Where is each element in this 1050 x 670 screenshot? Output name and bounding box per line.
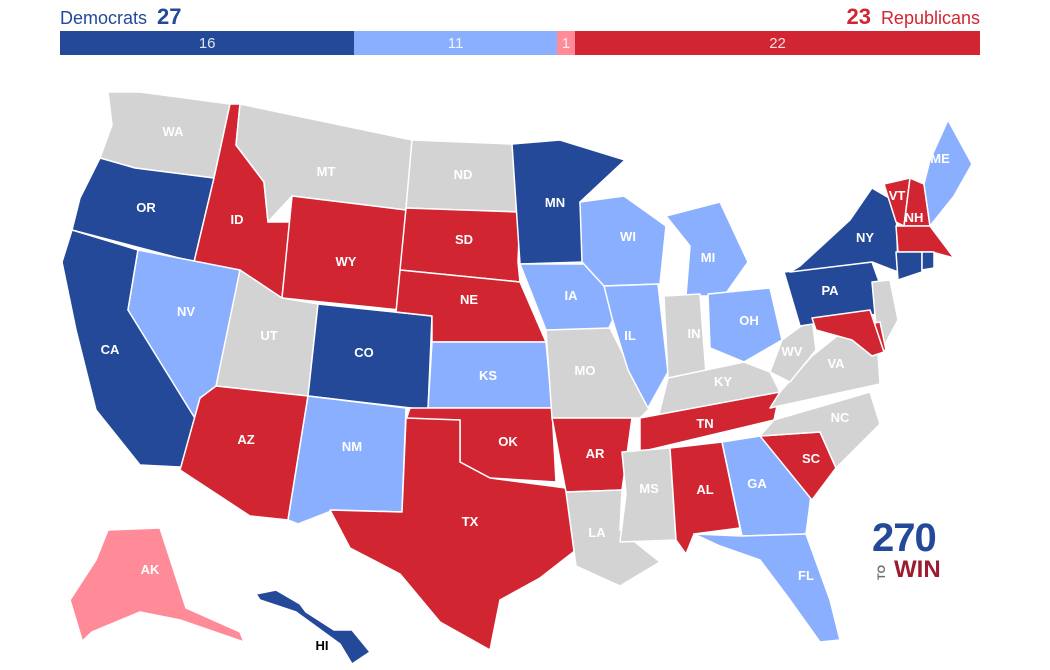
state-label-nd: ND xyxy=(454,167,473,182)
state-label-mt: MT xyxy=(317,164,336,179)
state-label-ks: KS xyxy=(479,368,497,383)
state-label-ak: AK xyxy=(141,562,160,577)
democrats-count: 27 xyxy=(157,4,182,29)
state-ms[interactable] xyxy=(619,447,677,543)
bar-segment-safe_r: 22 xyxy=(575,31,980,55)
state-label-ny: NY xyxy=(856,230,874,245)
seat-totals-header: Democrats 27 23 Republicans xyxy=(60,4,980,30)
state-ky[interactable] xyxy=(657,361,781,419)
state-label-ia: IA xyxy=(565,288,579,303)
state-nm[interactable] xyxy=(287,395,407,525)
state-wy[interactable] xyxy=(281,195,407,311)
state-wv[interactable] xyxy=(769,317,817,383)
state-label-or: OR xyxy=(136,200,156,215)
republicans-count: 23 xyxy=(846,4,871,29)
state-la[interactable] xyxy=(565,489,661,587)
state-ak[interactable] xyxy=(59,527,245,663)
state-label-sc: SC xyxy=(802,451,821,466)
republicans-label: Republicans xyxy=(880,8,980,28)
democrats-total: Democrats 27 xyxy=(60,4,182,30)
state-label-nm: NM xyxy=(342,439,362,454)
state-label-fl: FL xyxy=(798,568,814,583)
state-label-mi: MI xyxy=(701,250,715,265)
state-label-sd: SD xyxy=(455,232,473,247)
state-label-id: ID xyxy=(231,212,244,227)
state-label-il: IL xyxy=(624,328,636,343)
state-mo[interactable] xyxy=(545,327,651,419)
bar-segment-label: 16 xyxy=(198,34,216,52)
state-label-ky: KY xyxy=(714,374,732,389)
state-label-al: AL xyxy=(696,482,713,497)
state-ga[interactable] xyxy=(721,435,813,537)
state-label-in: IN xyxy=(688,326,701,341)
state-label-ut: UT xyxy=(260,328,277,343)
state-label-nh: NH xyxy=(905,210,924,225)
state-label-ga: GA xyxy=(747,476,767,491)
state-label-wv: WV xyxy=(782,344,803,359)
state-label-vt: VT xyxy=(889,188,906,203)
bar-segment-label: 1 xyxy=(561,34,571,52)
state-md[interactable] xyxy=(811,309,885,357)
logo-win: WIN xyxy=(894,556,941,583)
state-label-va: VA xyxy=(827,356,845,371)
state-fl[interactable] xyxy=(693,533,841,643)
state-tx[interactable] xyxy=(329,417,577,651)
republicans-total: 23 Republicans xyxy=(846,4,980,30)
state-label-me: ME xyxy=(930,151,950,166)
state-label-ok: OK xyxy=(498,434,518,449)
state-label-az: AZ xyxy=(237,432,254,447)
state-label-nv: NV xyxy=(177,304,195,319)
state-label-ne: NE xyxy=(460,292,478,307)
state-label-hi: HI xyxy=(316,638,329,653)
logo-270: 270 xyxy=(872,516,937,560)
state-label-wy: WY xyxy=(336,254,357,269)
state-label-la: LA xyxy=(588,525,606,540)
state-ct[interactable] xyxy=(895,251,923,281)
state-ma[interactable] xyxy=(895,225,955,259)
bar-segment-label: 22 xyxy=(769,34,786,52)
state-me[interactable] xyxy=(923,119,973,227)
state-label-oh: OH xyxy=(739,313,759,328)
state-sd[interactable] xyxy=(399,207,521,283)
seat-count-bar: 16 11 1 22 xyxy=(60,31,980,55)
state-label-nc: NC xyxy=(831,410,850,425)
state-label-mo: MO xyxy=(575,363,596,378)
state-label-ca: CA xyxy=(101,342,120,357)
state-oh[interactable] xyxy=(707,287,783,363)
state-az[interactable] xyxy=(179,385,309,521)
state-ny[interactable] xyxy=(789,187,899,273)
bar-segment-label: 11 xyxy=(447,34,464,52)
state-mi[interactable] xyxy=(665,201,749,297)
state-label-tn: TN xyxy=(696,416,713,431)
logo-to: TO xyxy=(876,564,888,580)
state-label-tx: TX xyxy=(462,514,479,529)
state-nc[interactable] xyxy=(759,391,881,469)
bar-segment-safe_d: 16 xyxy=(60,31,355,55)
state-ri[interactable] xyxy=(921,251,935,271)
democrats-label: Democrats xyxy=(60,8,148,28)
state-il[interactable] xyxy=(603,283,669,409)
state-label-ar: AR xyxy=(586,446,605,461)
bar-segment-lean_r: 1 xyxy=(556,31,576,55)
us-states-map: WA OR CA ID NV MT WY UT AZ CO NM ND SD NE KS OK TX MN IA MO… xyxy=(59,91,973,665)
state-label-pa: PA xyxy=(821,283,839,298)
bar-segment-lean_d: 11 xyxy=(354,31,557,55)
state-wi[interactable] xyxy=(579,195,667,287)
state-label-mn: MN xyxy=(545,195,565,210)
state-label-wi: WI xyxy=(620,229,636,244)
270towin-logo: 270 TO WIN xyxy=(872,518,944,584)
state-label-wa: WA xyxy=(163,124,185,139)
state-label-ms: MS xyxy=(639,481,659,496)
state-label-co: CO xyxy=(354,345,374,360)
state-hi[interactable] xyxy=(255,589,371,665)
